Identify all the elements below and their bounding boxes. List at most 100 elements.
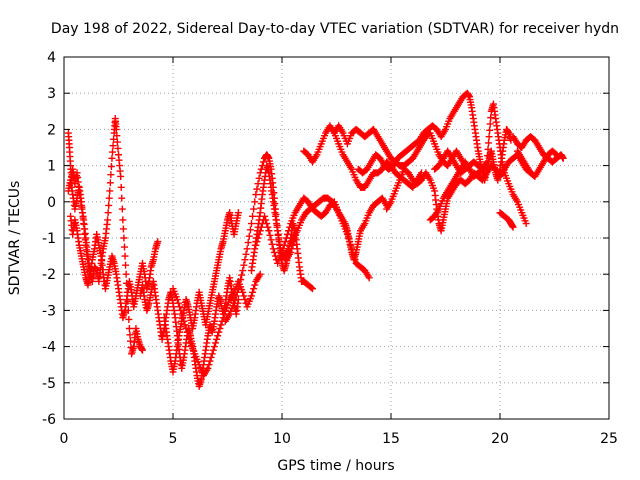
data-point bbox=[107, 171, 115, 179]
data-point bbox=[254, 234, 262, 242]
data-point bbox=[250, 205, 258, 213]
data-point bbox=[251, 281, 259, 289]
data-point bbox=[232, 292, 240, 300]
data-point bbox=[256, 227, 264, 235]
data-point bbox=[239, 267, 247, 275]
data-point bbox=[280, 241, 288, 249]
series-t8 bbox=[247, 162, 299, 275]
data-point bbox=[246, 226, 254, 234]
data-point bbox=[482, 163, 490, 171]
data-point bbox=[245, 232, 253, 240]
data-point bbox=[108, 154, 116, 162]
data-point bbox=[252, 191, 260, 199]
data-point bbox=[184, 332, 192, 340]
data-point bbox=[178, 310, 186, 318]
data-point bbox=[252, 241, 260, 249]
data-point bbox=[247, 220, 255, 228]
y-tick-label: -3 bbox=[42, 303, 56, 319]
data-point bbox=[110, 135, 118, 143]
data-point bbox=[120, 243, 128, 251]
data-point bbox=[234, 209, 242, 217]
series-t17 bbox=[509, 133, 567, 166]
data-point bbox=[267, 236, 275, 244]
data-point bbox=[112, 125, 120, 133]
y-tick-label: -6 bbox=[42, 412, 56, 428]
data-point bbox=[106, 179, 114, 187]
x-tick-label: 5 bbox=[169, 431, 178, 447]
data-point bbox=[138, 346, 146, 354]
data-point bbox=[216, 325, 224, 332]
data-point bbox=[256, 270, 264, 278]
data-point bbox=[206, 357, 214, 365]
data-point bbox=[485, 139, 493, 147]
data-point bbox=[262, 216, 270, 224]
series-t9 bbox=[252, 194, 373, 282]
data-point bbox=[265, 227, 273, 235]
data-point bbox=[215, 328, 223, 336]
y-axis-label: SDTVAR / TECUs bbox=[7, 181, 23, 296]
data-point bbox=[233, 288, 241, 296]
data-point bbox=[214, 332, 222, 340]
data-point bbox=[208, 350, 216, 358]
data-point bbox=[283, 230, 291, 238]
data-point bbox=[257, 223, 265, 231]
y-tick-label: -2 bbox=[42, 267, 56, 283]
x-tick-label: 15 bbox=[382, 431, 400, 447]
x-tick-label: 20 bbox=[491, 431, 509, 447]
data-point bbox=[104, 209, 112, 217]
data-point bbox=[122, 261, 130, 269]
data-point bbox=[119, 225, 127, 233]
data-point bbox=[213, 335, 221, 343]
data-point bbox=[106, 187, 114, 195]
data-point bbox=[183, 328, 191, 336]
data-points bbox=[64, 89, 567, 390]
series-t18 bbox=[513, 147, 561, 180]
data-point bbox=[241, 296, 249, 304]
data-point bbox=[487, 114, 495, 122]
data-point bbox=[234, 285, 242, 293]
data-point bbox=[253, 185, 261, 193]
data-point bbox=[251, 198, 259, 206]
x-tick-label: 10 bbox=[273, 431, 291, 447]
data-point bbox=[269, 245, 277, 253]
data-point bbox=[154, 238, 162, 246]
data-point bbox=[268, 240, 276, 248]
data-point bbox=[120, 234, 128, 242]
data-point bbox=[483, 152, 491, 160]
data-point bbox=[185, 335, 193, 343]
grid bbox=[64, 57, 609, 419]
data-point bbox=[285, 227, 293, 235]
y-tick-label: 4 bbox=[47, 50, 56, 66]
data-point bbox=[264, 223, 272, 231]
data-point bbox=[270, 248, 278, 256]
data-point bbox=[174, 299, 182, 307]
data-point bbox=[485, 133, 493, 141]
data-point bbox=[254, 180, 262, 188]
data-point bbox=[179, 314, 187, 322]
data-point bbox=[118, 205, 126, 213]
data-point bbox=[181, 321, 189, 329]
x-tick-label: 0 bbox=[60, 431, 69, 447]
series-t3 bbox=[64, 176, 94, 278]
data-point bbox=[113, 138, 121, 146]
data-point bbox=[177, 306, 185, 314]
data-point bbox=[259, 158, 267, 166]
data-point bbox=[204, 364, 212, 372]
series-t10 bbox=[280, 194, 391, 264]
data-point bbox=[205, 361, 213, 369]
data-point bbox=[365, 274, 373, 282]
data-point bbox=[104, 216, 112, 224]
data-point bbox=[210, 343, 218, 351]
y-tick-label: -1 bbox=[42, 231, 56, 247]
data-point bbox=[309, 285, 317, 293]
data-point bbox=[173, 296, 181, 304]
data-point bbox=[114, 144, 122, 152]
series-t16 bbox=[496, 209, 517, 231]
y-tick-label: 3 bbox=[47, 86, 56, 102]
data-point bbox=[119, 216, 127, 224]
data-point bbox=[255, 230, 263, 238]
data-point bbox=[307, 284, 315, 292]
data-point bbox=[230, 299, 238, 307]
data-point bbox=[486, 126, 494, 134]
